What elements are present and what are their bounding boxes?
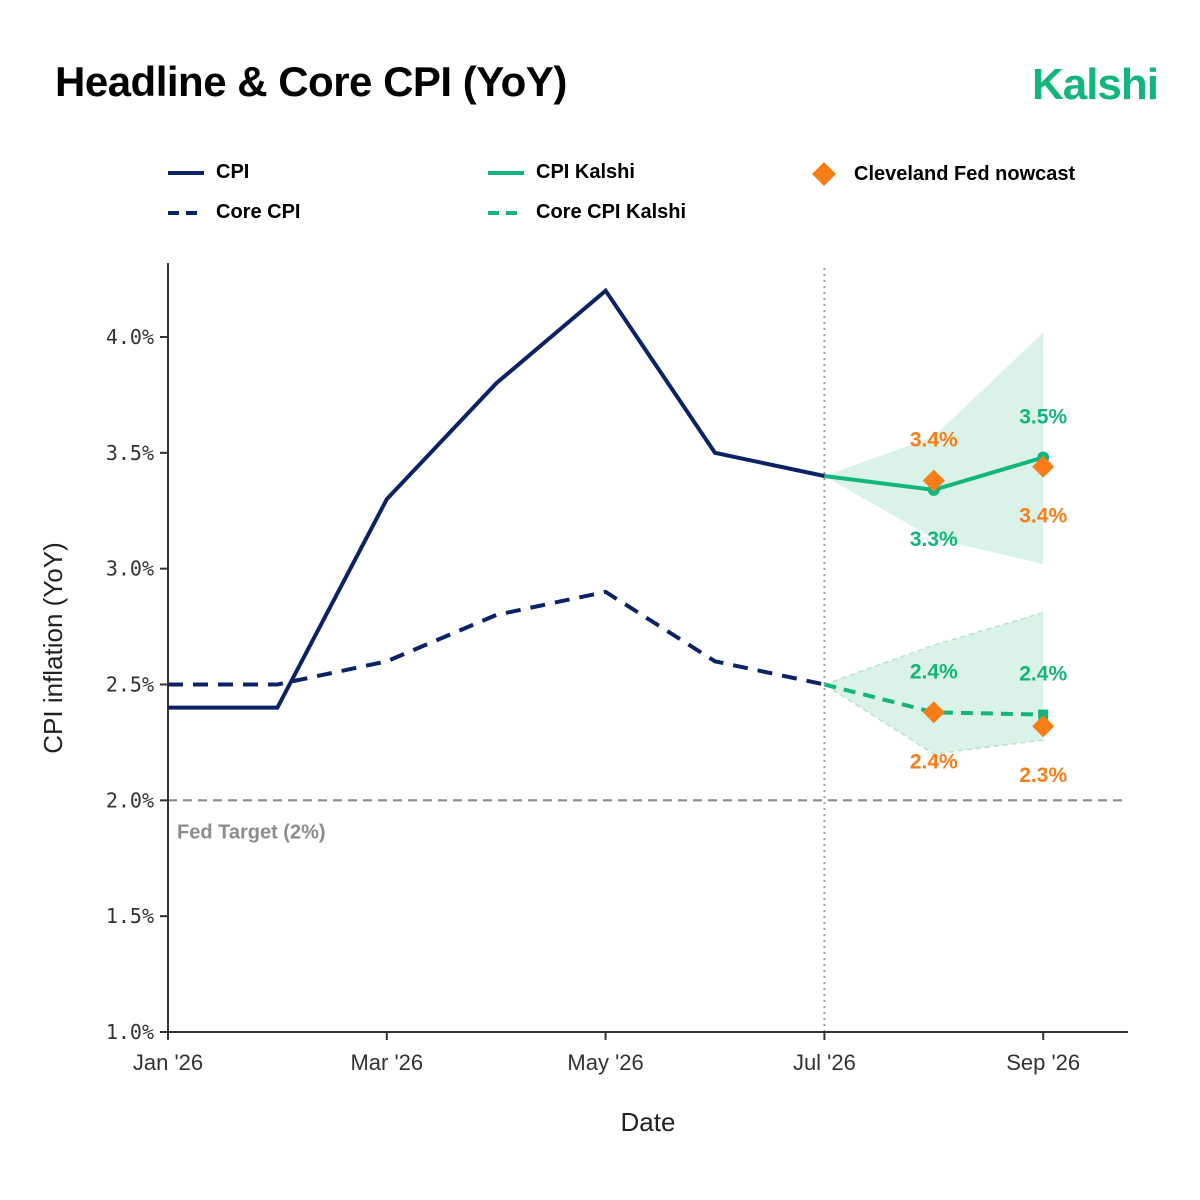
legend-diamond-icon <box>812 162 836 186</box>
x-axis-label: Date <box>621 1107 676 1137</box>
annotations: 3.4% 3.3% 3.5% 3.4% 2.4% 2.4% 2.4% 2.3% <box>910 405 1068 787</box>
line-core-cpi-kalshi <box>823 682 1044 717</box>
value-label-0: 3.4% <box>910 429 958 452</box>
value-label-2: 3.5% <box>1019 405 1067 428</box>
confidence-bands <box>823 332 1044 755</box>
value-label-4: 2.4% <box>910 660 958 683</box>
legend-swatch-core-cpi-kalshi <box>488 210 524 215</box>
line-cpi <box>168 287 825 710</box>
legend-label-cleveland-fed: Cleveland Fed nowcast <box>854 162 1076 185</box>
reference-lines: Fed Target (2%) <box>168 268 1128 1032</box>
y-tick-label-1: 1.5% <box>106 904 154 928</box>
y-tick-label-6: 4.0% <box>106 325 154 349</box>
x-tick-label-0: Jan '26 <box>133 1050 203 1075</box>
legend-item-cpi-kalshi: CPI Kalshi <box>488 161 635 184</box>
band-3 <box>824 612 1044 754</box>
band-edge-top-3 <box>824 611 1044 686</box>
nowcast-diamond-icon <box>922 701 945 724</box>
value-label-7: 2.3% <box>1019 764 1067 787</box>
legend-swatch-cpi-kalshi <box>488 170 524 175</box>
legend-swatch-cleveland-fed <box>812 162 836 186</box>
legend-label-cpi: CPI <box>216 161 250 183</box>
nowcast-diamond-icon <box>1032 455 1055 478</box>
legend-label-cpi-kalshi: CPI Kalshi <box>536 161 635 183</box>
kalshi-logo: Kalshi <box>1031 60 1159 109</box>
y-axis-label: CPI inflation (YoY) <box>38 542 68 753</box>
point-core-cpi-kalshi-2 <box>1038 709 1049 720</box>
axes: 1.0% 1.5% 2.0% 2.5% 3.0% 3.5% 4.0% Jan '26 Mar '… <box>38 263 1128 1137</box>
legend-label-core-cpi-kalshi: Core CPI Kalshi <box>536 201 687 223</box>
legend-label-core-cpi: Core CPI <box>216 201 301 223</box>
line-core-cpi <box>168 589 825 687</box>
nowcast-diamond-icon <box>922 469 945 492</box>
legend-swatch-core-cpi <box>168 210 204 215</box>
legend-item-cleveland-fed: Cleveland Fed nowcast <box>810 161 1075 187</box>
x-tick-label-1: Mar '26 <box>350 1050 423 1075</box>
legend: CPI Core CPI CPI Kalshi Core CPI Kalshi … <box>0 0 1200 240</box>
value-label-6: 2.4% <box>1019 663 1067 686</box>
y-tick-label-2: 2.0% <box>106 788 154 812</box>
nowcast-diamond-icon <box>1032 715 1055 738</box>
legend-item-core-cpi: Core CPI <box>168 201 300 224</box>
value-label-5: 2.4% <box>910 750 958 773</box>
y-tick-label-3: 2.5% <box>106 673 154 697</box>
legend-item-core-cpi-kalshi: Core CPI Kalshi <box>488 201 686 224</box>
value-label-1: 3.3% <box>910 528 958 551</box>
y-tick-label-0: 1.0% <box>106 1020 154 1044</box>
chart-title: Headline & Core CPI (YoY) <box>55 58 567 105</box>
value-label-3: 3.4% <box>1019 505 1067 528</box>
y-tick-label-5: 3.5% <box>106 441 154 465</box>
fed-target-label: Fed Target (2%) <box>177 821 326 843</box>
legend-swatch-cpi <box>168 170 204 175</box>
x-tick-label-2: May '26 <box>567 1050 643 1075</box>
legend-item-cpi: CPI <box>168 161 249 184</box>
band-2 <box>824 332 1044 565</box>
x-tick-label-4: Sep '26 <box>1006 1050 1080 1075</box>
band-edge-bottom-3 <box>823 683 1044 755</box>
series-markers <box>922 451 1055 738</box>
x-tick-label-3: Jul '26 <box>793 1050 856 1075</box>
y-tick-label-4: 3.0% <box>106 557 154 581</box>
